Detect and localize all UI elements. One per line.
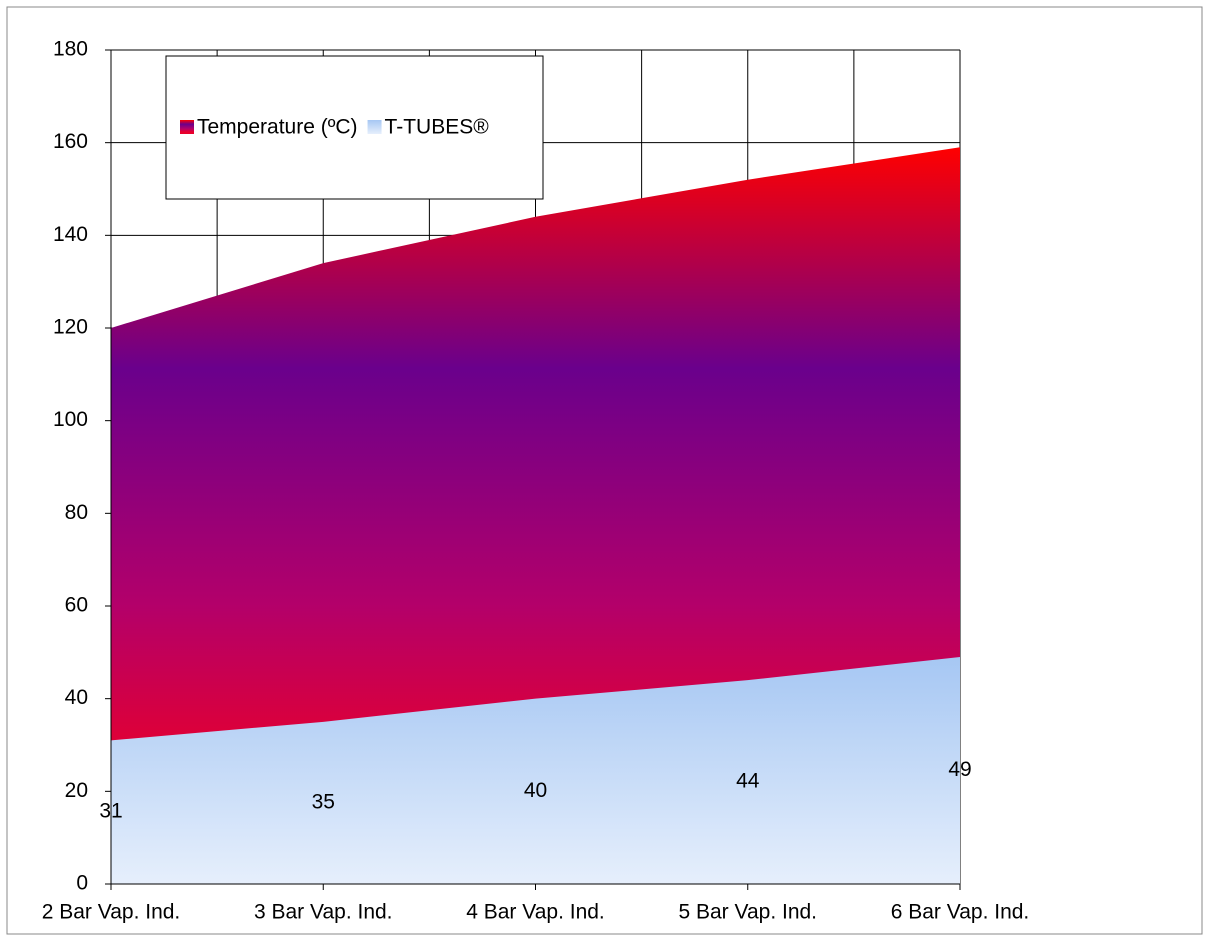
legend-box — [165, 55, 544, 200]
x-tick-label: 4 Bar Vap. Ind. — [466, 901, 605, 924]
x-tick-label: 5 Bar Vap. Ind. — [678, 901, 817, 924]
x-tick-label: 3 Bar Vap. Ind. — [254, 901, 393, 924]
data-label: 35 — [312, 790, 335, 813]
x-tick-label: 6 Bar Vap. Ind. — [891, 901, 1030, 924]
legend-swatch — [367, 120, 382, 134]
y-tick-label: 60 — [65, 594, 88, 617]
data-label: 49 — [948, 758, 971, 781]
area — [111, 656, 960, 884]
legend-label: Temperature (ºC) — [197, 116, 358, 139]
x-tick-label: 2 Bar Vap. Ind. — [42, 901, 181, 924]
y-tick-label: 40 — [65, 686, 88, 709]
y-tick-label: 140 — [53, 223, 88, 246]
data-label: 40 — [524, 779, 547, 802]
legend-swatch — [180, 120, 194, 134]
y-tick-label: 180 — [53, 38, 88, 61]
y-tick-label: 100 — [53, 408, 88, 431]
y-tick-label: 160 — [53, 130, 88, 153]
data-label: 44 — [736, 770, 760, 793]
y-tick-label: 80 — [65, 501, 88, 524]
y-tick-label: 20 — [65, 779, 88, 802]
legend-label: T-TUBES® — [385, 116, 490, 139]
data-label: 31 — [99, 800, 122, 823]
y-tick-label: 120 — [53, 316, 88, 339]
y-tick-label: 0 — [76, 872, 88, 895]
